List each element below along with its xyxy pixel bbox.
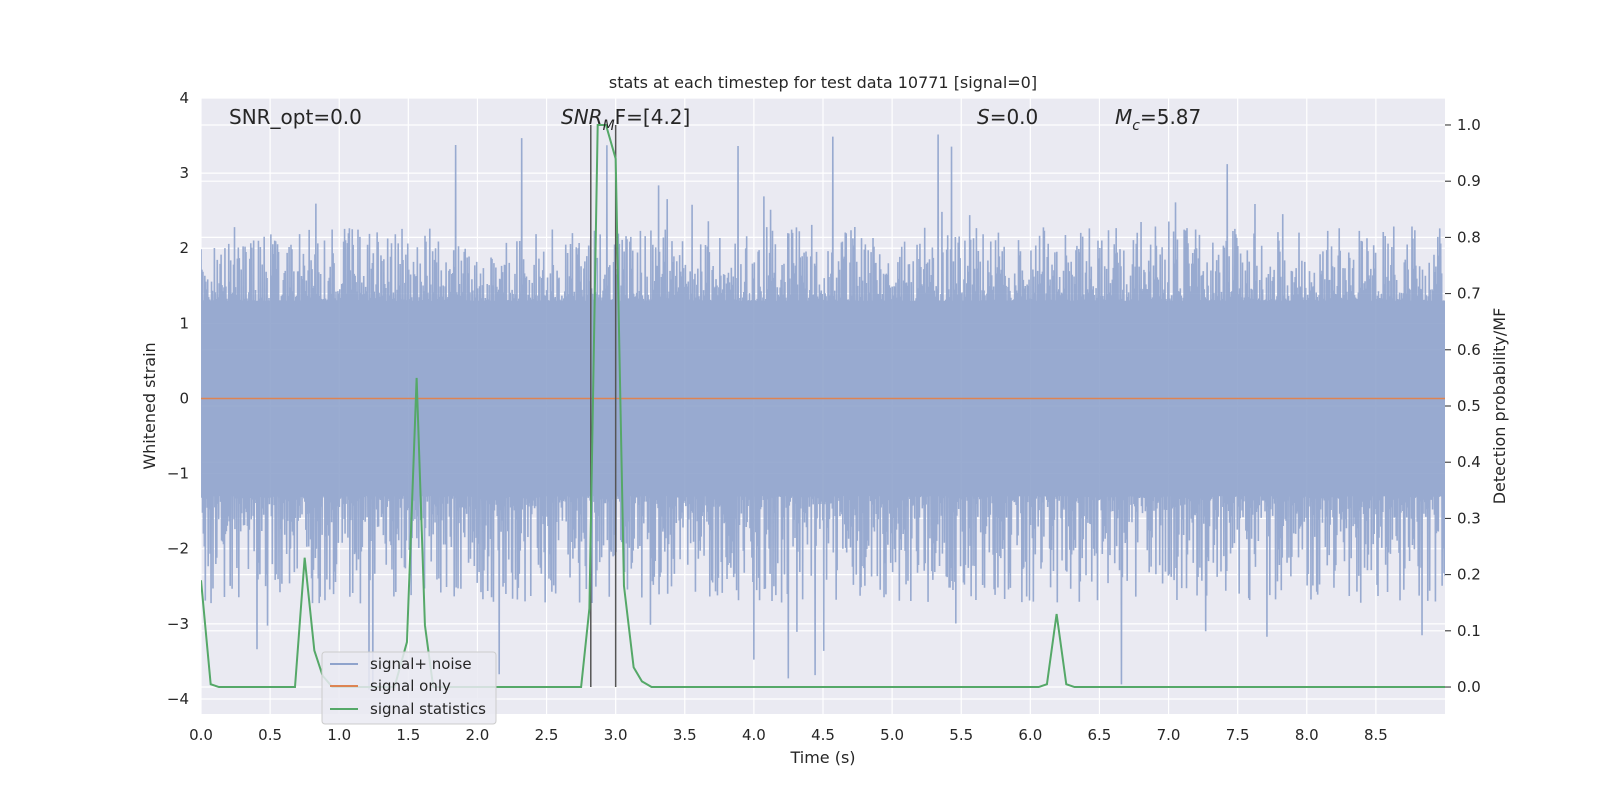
x-tick-labels: 0.0 0.5 1.0 1.5 2.0 2.5 3.0 3.5 4.0 4.5 5.0 5.5 6.0 6…	[189, 726, 1388, 744]
x-tick-label: 3.0	[604, 726, 628, 744]
y-right-tick-label: 0.4	[1457, 453, 1481, 471]
chart-title: stats at each timestep for test data 107…	[609, 73, 1037, 92]
snr-opt-annotation: SNR_opt=0.0	[229, 105, 362, 129]
legend: signal+ noise signal only signal statist…	[321, 651, 497, 725]
y-right-tick-label: 1.0	[1457, 116, 1481, 134]
y-right-tick-label: 0.8	[1457, 228, 1481, 246]
x-tick-label: 0.0	[189, 726, 213, 744]
s-annotation: S=0.0	[977, 105, 1038, 129]
legend-label-signal-noise: signal+ noise	[370, 655, 472, 673]
y-right-tick-label: 0.0	[1457, 678, 1481, 696]
x-tick-label: 6.0	[1018, 726, 1042, 744]
x-tick-label: 1.5	[396, 726, 420, 744]
y-left-tick-label: 4	[179, 89, 189, 107]
x-tick-label: 2.0	[466, 726, 490, 744]
x-tick-label: 3.5	[673, 726, 697, 744]
x-tick-label: 6.5	[1088, 726, 1112, 744]
y-right-tick-label: 0.9	[1457, 172, 1481, 190]
y-left-tick-label: 1	[179, 314, 189, 332]
legend-box	[321, 651, 497, 725]
y-axis-right-label: Detection probability/MF	[1490, 308, 1509, 505]
signal-noise-line	[201, 134, 1445, 691]
y-left-tick-label: −4	[167, 690, 189, 708]
x-tick-label: 1.0	[327, 726, 351, 744]
x-tick-label: 5.0	[880, 726, 904, 744]
y-axis-left-label: Whitened strain	[140, 342, 159, 469]
y-right-tick-label: 0.5	[1457, 397, 1481, 415]
x-tick-label: 8.5	[1364, 726, 1388, 744]
mc-annotation: Mc=5.87	[1115, 105, 1201, 134]
x-tick-label: 7.5	[1226, 726, 1250, 744]
y-right-tick-label: 0.2	[1457, 566, 1481, 584]
x-axis-label: Time (s)	[789, 748, 855, 767]
x-tick-label: 5.5	[949, 726, 973, 744]
x-tick-label: 0.5	[258, 726, 282, 744]
x-tick-label: 4.0	[742, 726, 766, 744]
y-left-tick-labels: 4 3 2 1 0 −1 −2 −3 −4	[167, 89, 189, 708]
legend-label-signal-statistics: signal statistics	[370, 700, 486, 718]
y-right-tick-labels: 1.0 0.9 0.8 0.7 0.6 0.5 0.4 0.3 0.2 0.1 0.0	[1457, 116, 1481, 696]
y-left-tick-label: 2	[179, 239, 189, 257]
y-right-tick-label: 0.6	[1457, 341, 1481, 359]
y-right-tick-label: 0.7	[1457, 285, 1481, 303]
x-tick-label: 4.5	[811, 726, 835, 744]
y-right-tick-label: 0.1	[1457, 622, 1481, 640]
y-left-tick-label: 0	[179, 389, 189, 407]
x-tick-label: 7.0	[1157, 726, 1181, 744]
y-right-tick-label: 0.3	[1457, 509, 1481, 527]
y-left-tick-label: 3	[179, 164, 189, 182]
x-tick-label: 8.0	[1295, 726, 1319, 744]
legend-label-signal-only: signal only	[370, 677, 451, 695]
y-left-tick-label: −1	[167, 465, 189, 483]
x-tick-label: 2.5	[535, 726, 559, 744]
y-left-tick-label: −2	[167, 540, 189, 558]
y-left-tick-label: −3	[167, 615, 189, 633]
snr-mf-annotation: SNRMF=[4.2]	[561, 105, 690, 134]
